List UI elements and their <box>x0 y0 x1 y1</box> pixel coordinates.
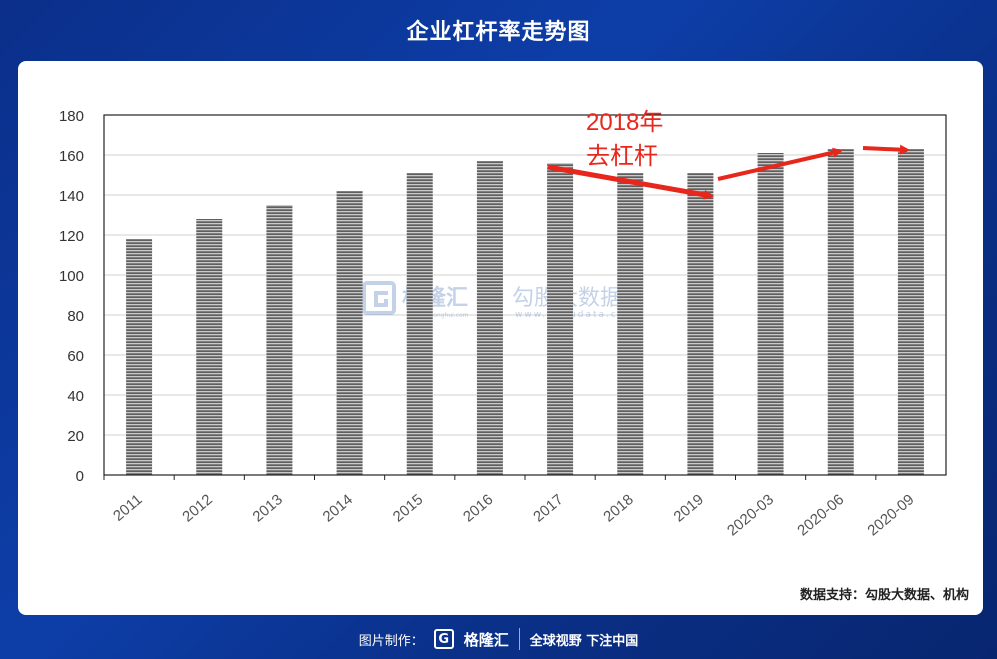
bar-2017 <box>547 163 574 475</box>
arrow-down-icon <box>547 164 714 200</box>
x-tick-label: 2013 <box>249 491 285 525</box>
made-by-label: 图片制作： <box>358 633 424 649</box>
footer: 图片制作： G 格隆汇 全球视野 下注中国 <box>0 626 997 652</box>
arrow-up-icon <box>717 147 843 181</box>
y-tick-label: 140 <box>59 188 84 205</box>
x-tick-label: 2019 <box>670 491 706 525</box>
brand-logo-icon: G <box>433 629 454 649</box>
watermark-data-url: www.gogudata.com <box>515 310 636 320</box>
y-tick-label: 160 <box>59 148 84 165</box>
bar-2019 <box>687 173 714 475</box>
chart-card: 格隆汇 www.gelonghui.com 勾股大数据 www.gogudata… <box>18 61 983 615</box>
bar-2015 <box>406 173 433 475</box>
bar-2020-03 <box>757 153 784 475</box>
annotation-line1: 2018年 <box>586 109 663 136</box>
bars <box>126 149 924 475</box>
bar-2016 <box>476 161 503 475</box>
x-tick-label: 2020-06 <box>794 491 847 539</box>
bar-2014 <box>336 191 363 475</box>
footer-divider <box>518 628 520 650</box>
x-tick-label: 2014 <box>320 491 356 525</box>
bar-2012 <box>196 219 223 475</box>
annotation-line2: 去杠杆 <box>586 142 658 170</box>
x-tick-label: 2017 <box>530 491 566 525</box>
y-tick-label: 120 <box>59 228 84 245</box>
bar-2018 <box>617 173 644 475</box>
slogan: 全球视野 下注中国 <box>529 633 639 649</box>
x-tick-label: 2016 <box>460 491 496 525</box>
y-tick-label: 180 <box>59 108 84 125</box>
bar-2013 <box>266 205 293 475</box>
y-tick-label: 20 <box>67 428 84 445</box>
y-tick-label: 80 <box>67 308 84 325</box>
brand-logo-text: 格隆汇 <box>463 630 509 649</box>
watermark-logo-icon <box>362 281 396 315</box>
grid <box>104 114 946 436</box>
x-tick-label: 2018 <box>600 491 636 525</box>
y-tick-label: 100 <box>59 268 84 285</box>
y-tick-label: 60 <box>67 348 84 365</box>
arrow-right-icon <box>862 144 910 155</box>
y-tick-label: 0 <box>76 468 84 485</box>
x-tick-label: 2011 <box>110 491 146 525</box>
y-tick-label: 40 <box>67 388 84 405</box>
watermark-brand-url: www.gelonghui.com <box>408 312 469 319</box>
x-tick-label: 2020-03 <box>724 491 777 539</box>
annotation: 2018年 去杠杆 <box>547 109 910 200</box>
bar-chart: 格隆汇 www.gelonghui.com 勾股大数据 www.gogudata… <box>59 108 947 539</box>
bar-2011 <box>126 239 153 475</box>
x-tick-label: 2020-09 <box>864 491 917 539</box>
bar-2020-09 <box>897 149 924 475</box>
x-tick-label: 2012 <box>179 491 215 525</box>
bar-2020-06 <box>827 149 854 475</box>
x-tick-label: 2015 <box>390 491 426 525</box>
page-title: 企业杠杆率走势图 <box>406 20 591 45</box>
source-note: 数据支持：勾股大数据、机构 <box>799 588 969 603</box>
